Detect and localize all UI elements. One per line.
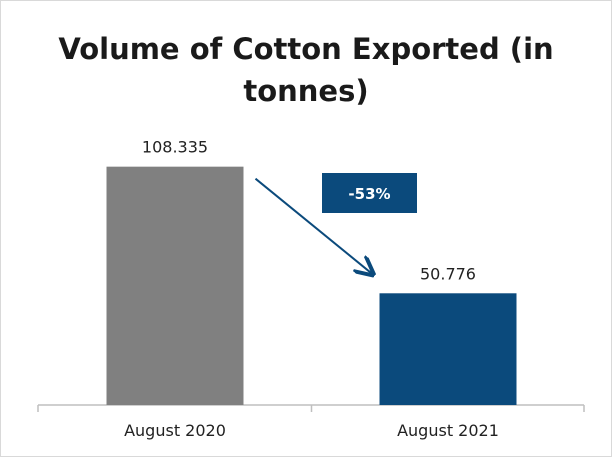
data-label: 50.776 (420, 264, 476, 283)
change-badge-label: -53% (348, 185, 390, 203)
data-label: 108.335 (142, 138, 208, 157)
x-tick-label: August 2021 (397, 421, 499, 440)
chart-title: Volume of Cotton Exported (in tonnes) (58, 32, 554, 108)
bar-august-2020 (106, 166, 244, 405)
change-badge (322, 173, 417, 213)
change-arrow (254, 177, 372, 274)
x-tick-label: August 2020 (124, 421, 226, 440)
bar-august-2021 (379, 293, 517, 405)
